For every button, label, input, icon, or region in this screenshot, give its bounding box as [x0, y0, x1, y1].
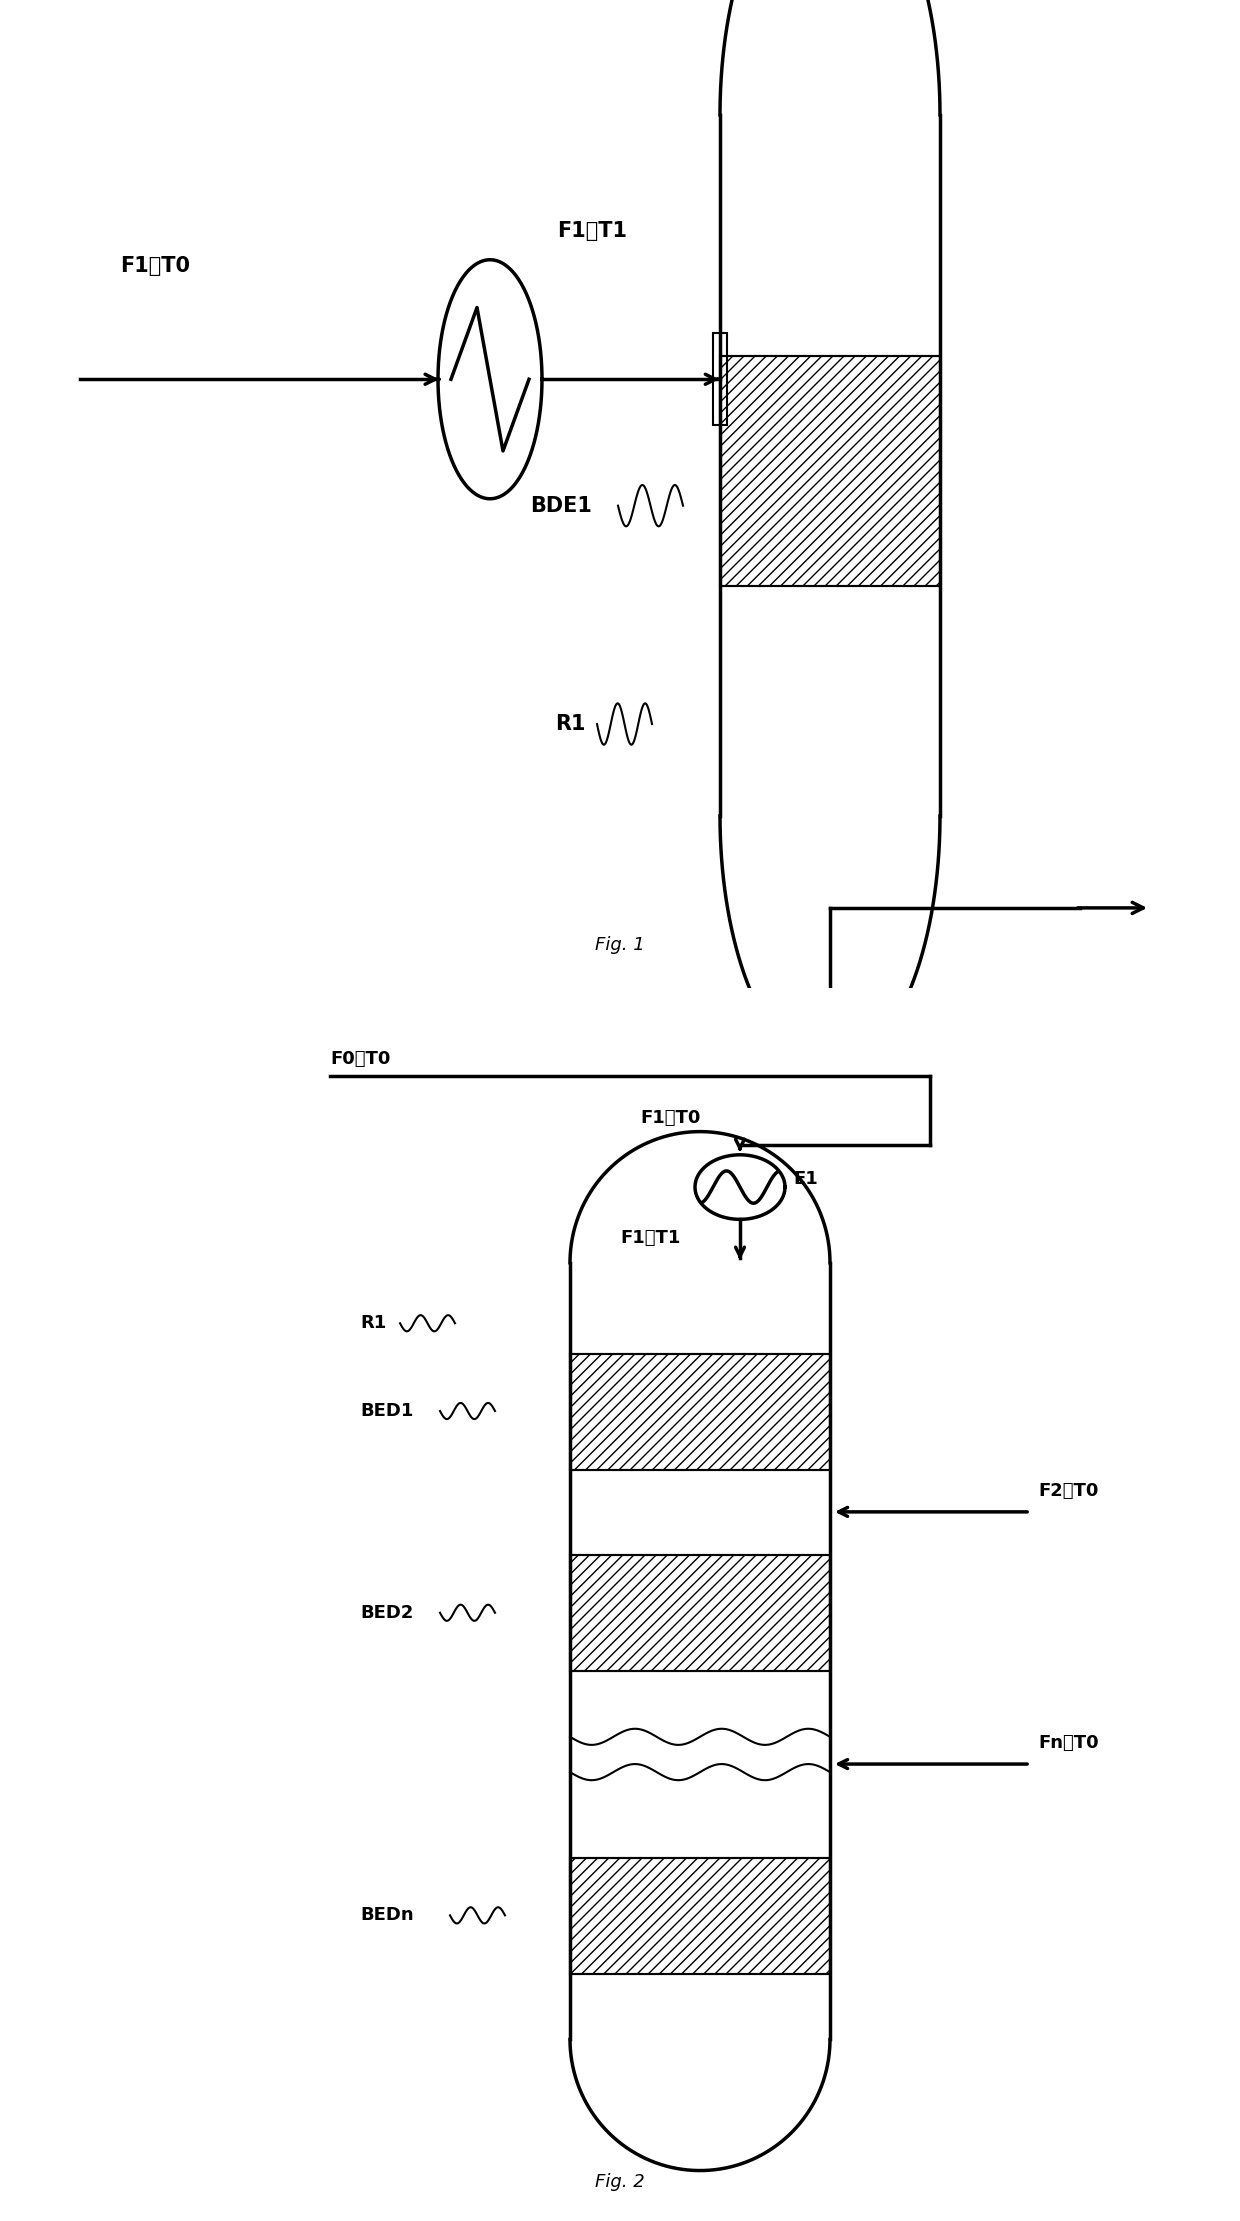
Bar: [570, 1555, 830, 1670]
Text: BED1: BED1: [360, 1401, 413, 1419]
Text: Fn、T0: Fn、T0: [1038, 1735, 1099, 1752]
Text: F0、T0: F0、T0: [330, 1051, 391, 1068]
Bar: [720, 355, 940, 586]
Text: F1、T1: F1、T1: [620, 1230, 681, 1248]
Text: Fig. 1: Fig. 1: [595, 935, 645, 953]
Text: E1: E1: [794, 1170, 817, 1188]
Text: Fig. 2: Fig. 2: [595, 2172, 645, 2190]
Text: F2、T0: F2、T0: [1038, 1481, 1099, 1499]
Bar: [570, 1353, 830, 1470]
Text: BDE1: BDE1: [529, 495, 591, 515]
Bar: [570, 1857, 830, 1974]
Text: R1: R1: [360, 1315, 386, 1333]
Text: F1、T1: F1、T1: [557, 222, 627, 242]
Text: BEDn: BEDn: [360, 1906, 414, 1923]
Text: BED2: BED2: [360, 1604, 413, 1621]
Bar: [713, 333, 727, 424]
Text: F1、T0: F1、T0: [120, 255, 190, 275]
Text: R1: R1: [556, 713, 585, 733]
Text: F1、T0: F1、T0: [640, 1108, 701, 1126]
